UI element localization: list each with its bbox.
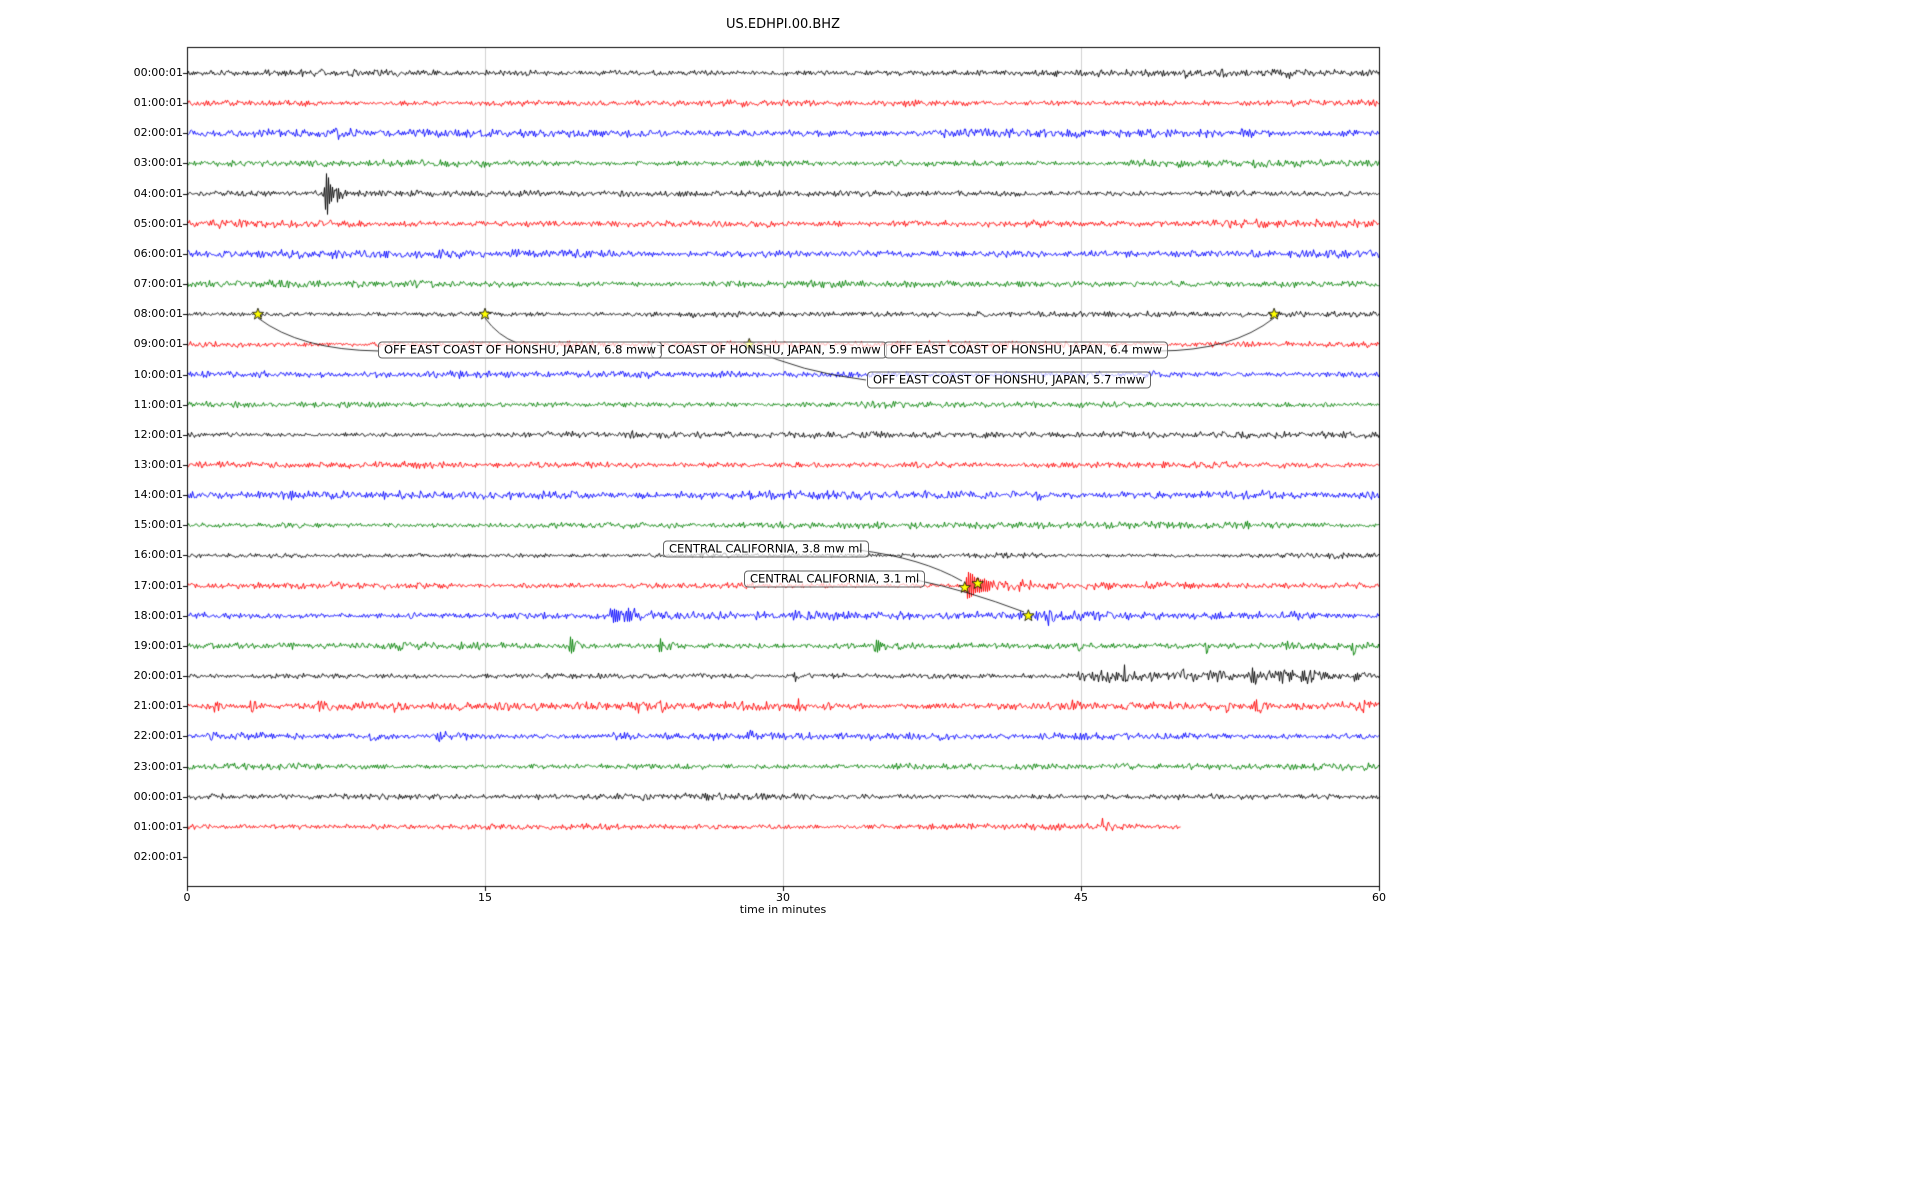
row-label-23: 23:00:01 [133,759,183,773]
row-label-15: 15:00:01 [133,518,183,532]
figure-title: US.EDHPI.00.BHZ [726,17,840,32]
row-label-4: 04:00:01 [133,186,183,200]
row-label-7: 07:00:01 [133,277,183,291]
row-label-3: 03:00:01 [133,156,183,170]
event-annotation-0: T COAST OF HONSHU, JAPAN, 5.9 mww [651,341,887,359]
row-label-17: 17:00:01 [133,578,183,592]
row-label-19: 19:00:01 [133,638,183,652]
row-label-5: 05:00:01 [133,216,183,230]
row-label-20: 20:00:01 [133,669,183,683]
event-annotation-3: OFF EAST COAST OF HONSHU, JAPAN, 5.7 mww [867,371,1152,389]
row-label-9: 09:00:01 [133,337,183,351]
event-annotation-5: CENTRAL CALIFORNIA, 3.1 ml [744,570,926,588]
row-label-1: 01:00:01 [133,96,183,110]
row-label-0: 00:00:01 [133,66,183,79]
row-label-18: 18:00:01 [133,608,183,622]
x-tick-label-0: 0 [183,891,191,904]
row-label-13: 13:00:01 [133,457,183,471]
row-label-25: 01:00:01 [133,819,183,833]
row-label-21: 21:00:01 [133,699,183,713]
event-annotation-1: OFF EAST COAST OF HONSHU, JAPAN, 6.8 mww [378,341,663,359]
event-annotation-2: OFF EAST COAST OF HONSHU, JAPAN, 6.4 mww [884,341,1169,359]
row-label-10: 10:00:01 [133,367,183,381]
row-label-26: 02:00:01 [133,849,183,863]
row-label-14: 14:00:01 [133,488,183,502]
row-label-22: 22:00:01 [133,729,183,743]
row-label-2: 02:00:01 [133,126,183,140]
x-tick-label-60: 60 [1372,891,1386,904]
event-annotation-4: CENTRAL CALIFORNIA, 3.8 mw ml [663,540,869,558]
x-tick-label-30: 30 [776,891,790,904]
row-label-12: 12:00:01 [133,427,183,441]
row-label-24: 00:00:01 [133,789,183,803]
row-label-8: 08:00:01 [133,307,183,321]
row-label-16: 16:00:01 [133,548,183,562]
row-label-6: 06:00:01 [133,246,183,260]
x-axis-label: time in minutes [739,903,827,916]
row-label-11: 11:00:01 [133,397,183,411]
x-tick-label-15: 15 [478,891,492,904]
x-tick-label-45: 45 [1074,891,1088,904]
